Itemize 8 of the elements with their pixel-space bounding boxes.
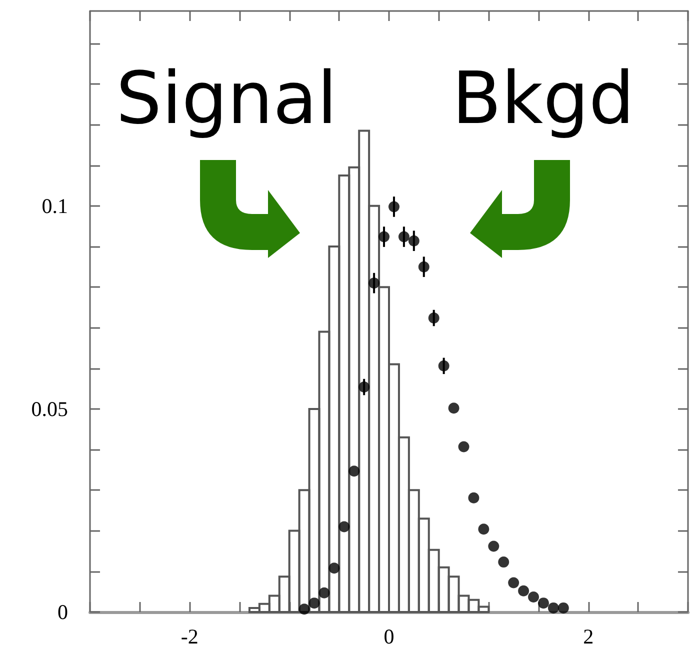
y-tick-label: 0.1 <box>42 194 68 218</box>
annotation: Signal <box>116 56 338 140</box>
y-tick-label: 0 <box>58 600 68 624</box>
x-tick-label: -2 <box>180 624 198 648</box>
x-tick-label: 0 <box>384 624 394 648</box>
y-tick-label: 0.05 <box>31 396 68 421</box>
x-tick-label: 2 <box>583 624 594 648</box>
annotation: Bkgd <box>452 56 634 140</box>
